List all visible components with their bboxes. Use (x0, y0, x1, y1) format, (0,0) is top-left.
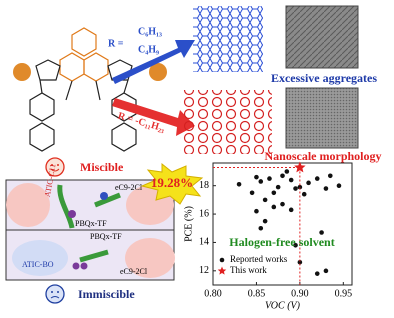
network (180, 90, 272, 154)
point (323, 186, 329, 191)
point (258, 179, 264, 184)
point (262, 218, 268, 224)
point (254, 208, 259, 214)
point (306, 180, 311, 186)
point (254, 174, 259, 180)
badge-text: 19.28% (151, 175, 193, 190)
point (314, 271, 320, 276)
point (280, 201, 285, 207)
molecule-dot (80, 262, 88, 270)
badge (140, 162, 204, 205)
molecule-dot (100, 192, 108, 200)
label: eC9-2Cl (120, 267, 148, 276)
molecule-dot (68, 210, 76, 218)
label: Miscible (80, 160, 124, 174)
point (297, 184, 303, 190)
x-tick-label: 0.95 (335, 288, 353, 299)
arrow (112, 40, 195, 84)
smiley (45, 284, 65, 304)
point (293, 242, 298, 248)
annotation: Halogen-free solvent (229, 235, 334, 249)
point (236, 181, 242, 187)
x-axis-label: VOC (V) (265, 300, 301, 311)
label: Immiscible (78, 287, 135, 301)
label: C₆H₁₃ (138, 26, 162, 37)
point (294, 161, 306, 173)
point (284, 169, 290, 174)
point (323, 268, 329, 274)
r-group (13, 63, 31, 81)
legend-label: Reported works (230, 254, 288, 264)
label: eC9-2Cl (115, 183, 143, 192)
tem-image (285, 5, 359, 69)
y-tick-label: 12 (199, 265, 209, 276)
point (262, 197, 268, 203)
arrow (112, 98, 195, 136)
legend-marker (217, 266, 227, 275)
chain (57, 184, 121, 229)
x-tick-label: 0.80 (204, 288, 222, 299)
legend-label: This work (230, 265, 267, 275)
point (258, 225, 264, 231)
point (314, 176, 320, 181)
point (271, 204, 277, 210)
label: ATIC-BO (22, 260, 54, 269)
point (301, 191, 307, 197)
point (293, 186, 298, 191)
y-tick-label: 14 (199, 237, 209, 248)
label: Nanoscale morphology (265, 149, 382, 163)
label: C₄H₉ (138, 44, 159, 55)
domain (125, 238, 175, 278)
point (267, 176, 272, 181)
point (275, 184, 281, 190)
r-group (149, 63, 167, 81)
domain (12, 240, 68, 276)
point (336, 183, 342, 188)
point (288, 177, 294, 183)
network (193, 6, 263, 72)
label: R = (108, 38, 124, 49)
point (271, 190, 277, 196)
label: PBQx-TF (90, 232, 122, 241)
molecule-dot (72, 262, 80, 270)
point (249, 190, 255, 196)
point (280, 173, 285, 179)
tem-image (285, 87, 359, 149)
point (327, 173, 333, 179)
point (288, 207, 294, 213)
point (319, 230, 324, 235)
plot-frame (212, 162, 353, 286)
chain (79, 249, 109, 263)
y-tick-label: 16 (199, 208, 209, 219)
smiley (45, 157, 65, 177)
x-tick-label: 0.85 (248, 288, 266, 299)
y-tick-label: 18 (199, 180, 209, 191)
y-axis-label: PCE (%) (183, 206, 194, 242)
label: Excessive aggregates (271, 71, 377, 85)
point (297, 260, 303, 265)
domain (6, 183, 50, 227)
legend-marker (219, 257, 225, 263)
x-tick-label: 0.90 (291, 288, 309, 299)
label: PBQx-TF (75, 219, 107, 228)
